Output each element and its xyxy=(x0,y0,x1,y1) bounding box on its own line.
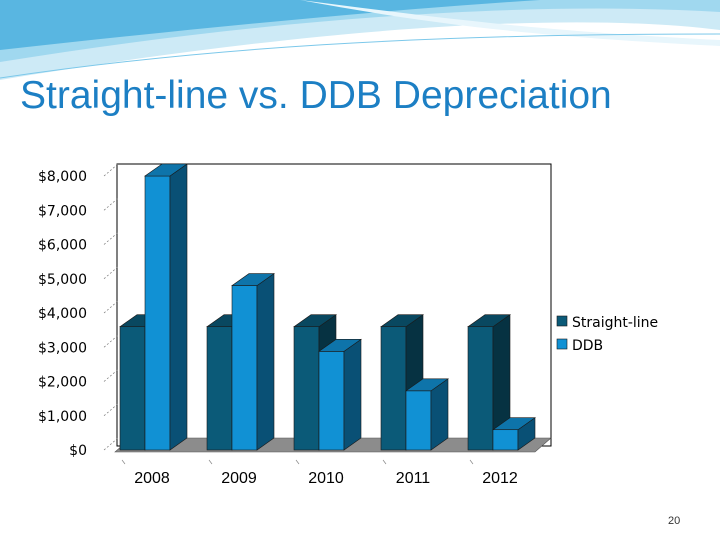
y-tick-label: $6,000 xyxy=(38,238,87,254)
y-tick-label: $1,000 xyxy=(38,409,87,425)
slide-title: Straight-line vs. DDB Depreciation xyxy=(20,74,612,117)
bar-ddb-2011-side xyxy=(430,378,449,451)
x-tick-label: 2011 xyxy=(396,470,431,487)
x-tick-mark xyxy=(208,459,213,465)
y-tick-label: $5,000 xyxy=(38,272,87,288)
bar-ddb-2011 xyxy=(405,390,432,451)
y-tick-label: $7,000 xyxy=(38,203,87,219)
bar-straight-line-2009 xyxy=(206,326,233,451)
x-tick-mark xyxy=(469,459,474,465)
x-tick-mark xyxy=(121,459,126,465)
legend-swatch-1 xyxy=(556,338,568,350)
bar-ddb-2010 xyxy=(318,351,345,451)
y-tick-label: $8,000 xyxy=(38,169,87,185)
y-tick-mark xyxy=(103,197,119,211)
bar-straight-line-2011-top xyxy=(380,314,424,328)
legend-swatch-0 xyxy=(556,315,568,327)
bar-straight-line-2011 xyxy=(380,326,407,451)
y-tick-mark xyxy=(103,163,119,177)
x-tick-label: 2010 xyxy=(308,470,344,487)
decorative-banner xyxy=(0,0,720,80)
bar-ddb-2009-top xyxy=(231,273,275,286)
x-tick-label: 2009 xyxy=(221,470,257,487)
bar-ddb-2011-top xyxy=(405,378,449,392)
x-tick-label: 2012 xyxy=(482,470,518,487)
bar-ddb-2012-top xyxy=(492,417,536,431)
y-tick-label: $2,000 xyxy=(38,375,87,391)
bar-straight-line-2008 xyxy=(119,326,146,451)
bar-straight-line-2010-top xyxy=(293,314,337,328)
bar-ddb-2008-top xyxy=(144,163,188,177)
bar-straight-line-2012-top xyxy=(467,314,511,328)
bar-ddb-2012 xyxy=(492,429,519,451)
y-tick-mark xyxy=(103,369,119,382)
y-tick-label: $0 xyxy=(69,443,87,459)
legend-label: Straight-line xyxy=(572,315,658,331)
bar-ddb-2009 xyxy=(231,285,258,451)
bar-ddb-2009-side xyxy=(256,273,275,451)
bar-ddb-2010-top xyxy=(318,339,362,352)
bar-straight-line-2010 xyxy=(293,326,320,451)
bar-straight-line-2012 xyxy=(467,326,494,451)
y-tick-label: $4,000 xyxy=(38,306,87,322)
bar-ddb-2010-side xyxy=(343,338,362,451)
y-tick-mark xyxy=(103,300,119,314)
page-number: 20 xyxy=(668,515,681,527)
y-tick-mark xyxy=(103,266,119,280)
x-tick-mark xyxy=(295,459,300,465)
y-tick-mark xyxy=(103,403,119,417)
x-tick-label: 2008 xyxy=(134,470,170,487)
y-tick-mark xyxy=(103,232,119,245)
x-tick-mark xyxy=(382,459,387,465)
bar-ddb-2008 xyxy=(144,175,171,451)
bar-ddb-2008-side xyxy=(169,163,188,451)
y-tick-mark xyxy=(103,437,119,451)
y-tick-label: $3,000 xyxy=(38,340,87,356)
legend-label: DDB xyxy=(572,338,603,354)
y-tick-mark xyxy=(103,334,119,348)
